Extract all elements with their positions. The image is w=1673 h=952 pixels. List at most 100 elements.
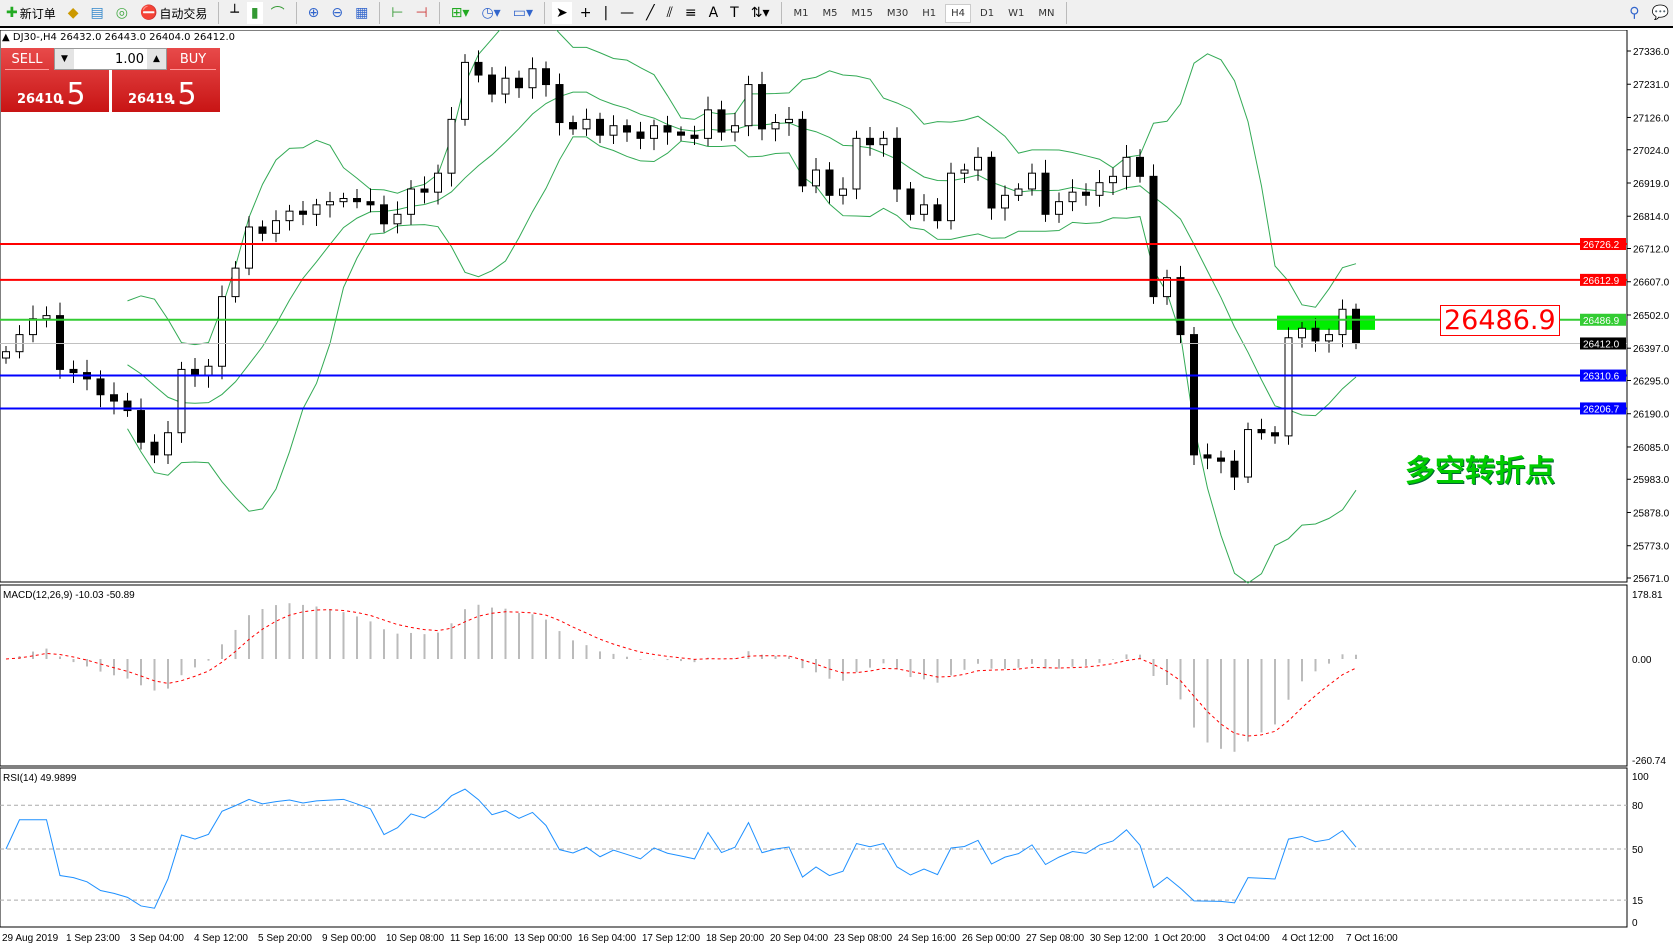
candle (42, 306, 51, 328)
tf-h4[interactable]: H4 (945, 3, 971, 23)
level-price-text: 26726.2 (1583, 240, 1620, 251)
rsi-tick-label: 80 (1632, 801, 1644, 812)
candle (1325, 328, 1333, 353)
market-watch-button[interactable]: ◆ (64, 2, 83, 24)
turning-point-annotation[interactable]: 多空转折点 (1405, 454, 1555, 489)
tf-m15[interactable]: M15 (851, 7, 873, 19)
candle-body (137, 410, 145, 443)
time-tick-label: 16 Sep 04:00 (578, 933, 636, 944)
candle-body (717, 109, 726, 133)
divider (295, 2, 297, 24)
candle-body (690, 134, 699, 139)
chart-shift-button[interactable]: ⊣ (412, 2, 432, 24)
candle-body (825, 169, 834, 196)
lot-decrease-button[interactable]: ▼ (55, 49, 74, 69)
candlestick-button[interactable]: ▮ (246, 2, 263, 24)
candle-body (1244, 429, 1252, 478)
candle (299, 201, 307, 226)
tf-d1[interactable]: D1 (980, 7, 995, 19)
tf-m1[interactable]: M1 (793, 7, 809, 19)
fibonacci-button[interactable]: ≡ (681, 2, 701, 24)
indicators-button[interactable]: ⊞▾ (447, 2, 474, 24)
crosshair-button[interactable]: + (576, 2, 596, 24)
tf-w1[interactable]: W1 (1008, 7, 1025, 19)
candle-body (1298, 327, 1306, 339)
autoscroll-button[interactable]: ⊢ (387, 2, 407, 24)
search-button[interactable]: ⚲ (1625, 2, 1643, 24)
candle-body (515, 77, 523, 89)
navigator-button[interactable]: ▤ (87, 2, 108, 24)
zoom-out-button[interactable]: ⊖ (327, 2, 347, 24)
one-click-trading-panel: SELL 26410 .5 ▼ ▲ BUY 26419 .5 (1, 48, 221, 112)
price-tick-label: 26295.0 (1633, 376, 1670, 387)
time-tick-label: 13 Sep 00:00 (514, 933, 572, 944)
candle (407, 180, 415, 225)
price-label-annotation[interactable]: 26486.9 (1440, 305, 1560, 336)
tf-m30[interactable]: M30 (886, 7, 909, 19)
time-tick-label: 4 Oct 12:00 (1282, 933, 1334, 944)
candle-body (623, 125, 631, 133)
candle (663, 115, 672, 145)
lot-increase-button[interactable]: ▲ (147, 49, 166, 69)
trendline-button[interactable]: ╱ (642, 2, 658, 24)
channel-button[interactable]: ⫽ (663, 2, 677, 24)
text-button[interactable]: A (705, 2, 723, 24)
price-tick-label: 27024.0 (1633, 146, 1670, 157)
candle (204, 358, 213, 388)
candle (1014, 183, 1023, 202)
bar-chart-button[interactable]: ┴ (226, 2, 242, 24)
candle-body (1109, 175, 1117, 184)
chart-area[interactable]: 27336.0 27231.0 27126.0 27024.0 26919.0 26814… (0, 30, 1673, 952)
vertical-line-button[interactable]: | (599, 2, 612, 24)
lot-stepper[interactable]: ▼ ▲ (54, 48, 167, 70)
candle-body (1325, 334, 1333, 342)
candle-body (1041, 172, 1050, 215)
candle (1028, 163, 1036, 196)
periods-button[interactable]: ◷▾ (477, 2, 504, 24)
line-chart-icon: ⌒ (270, 6, 285, 22)
templates-button[interactable]: ▭▾ (509, 2, 537, 24)
zoom-in-button[interactable]: ⊕ (304, 2, 324, 24)
tf-m5[interactable]: M5 (822, 7, 838, 19)
time-tick-label: 24 Sep 16:00 (898, 933, 956, 944)
candle (758, 71, 766, 141)
candle (137, 398, 145, 450)
text-label-button[interactable]: T (726, 2, 743, 24)
search-icon: ⚲ (1629, 5, 1640, 21)
signals-button[interactable]: ◎ (112, 2, 132, 24)
price-tick-label: 27336.0 (1633, 47, 1670, 58)
rsi-panel (0, 767, 1628, 928)
candle (785, 107, 793, 136)
arrows-button[interactable]: ⇅▾ (747, 2, 774, 24)
candle-body (758, 84, 766, 130)
candle (623, 119, 631, 142)
candle-body (920, 204, 928, 215)
time-tick-label: 10 Sep 08:00 (386, 933, 444, 944)
candle (839, 177, 847, 205)
lot-input[interactable] (74, 49, 147, 69)
candle (569, 115, 577, 135)
tf-h1[interactable]: H1 (922, 7, 937, 19)
candle-body (785, 118, 793, 124)
new-order-button[interactable]: ✚ 新订单 (2, 2, 60, 24)
candle-body (1230, 460, 1239, 478)
candle (366, 188, 375, 213)
candlestick-icon: ▮ (250, 5, 259, 21)
candle (258, 220, 267, 242)
candle-body (1271, 432, 1279, 437)
time-tick-label: 1 Sep 23:00 (66, 933, 120, 944)
channel-icon: ⫽ (666, 5, 673, 21)
candle (515, 70, 523, 98)
tf-mn[interactable]: MN (1038, 7, 1055, 19)
auto-trading-button[interactable]: ⛔ 自动交易 (136, 2, 211, 24)
candle-body (164, 432, 172, 456)
line-chart-button[interactable]: ⌒ (267, 2, 289, 24)
candle-body (569, 122, 577, 130)
cursor-button[interactable]: ➤ (551, 2, 572, 24)
bollinger-upper (127, 30, 1357, 346)
candle (1217, 450, 1225, 474)
chat-button[interactable]: 💬 (1648, 2, 1673, 24)
horizontal-line-button[interactable]: — (616, 2, 638, 24)
tile-windows-button[interactable]: ▦ (351, 2, 372, 24)
candle (191, 358, 199, 387)
